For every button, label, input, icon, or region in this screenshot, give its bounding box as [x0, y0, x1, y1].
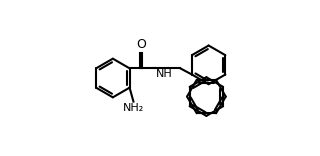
Text: O: O — [136, 38, 146, 51]
Text: NH₂: NH₂ — [123, 103, 144, 113]
Text: NH: NH — [156, 69, 172, 79]
